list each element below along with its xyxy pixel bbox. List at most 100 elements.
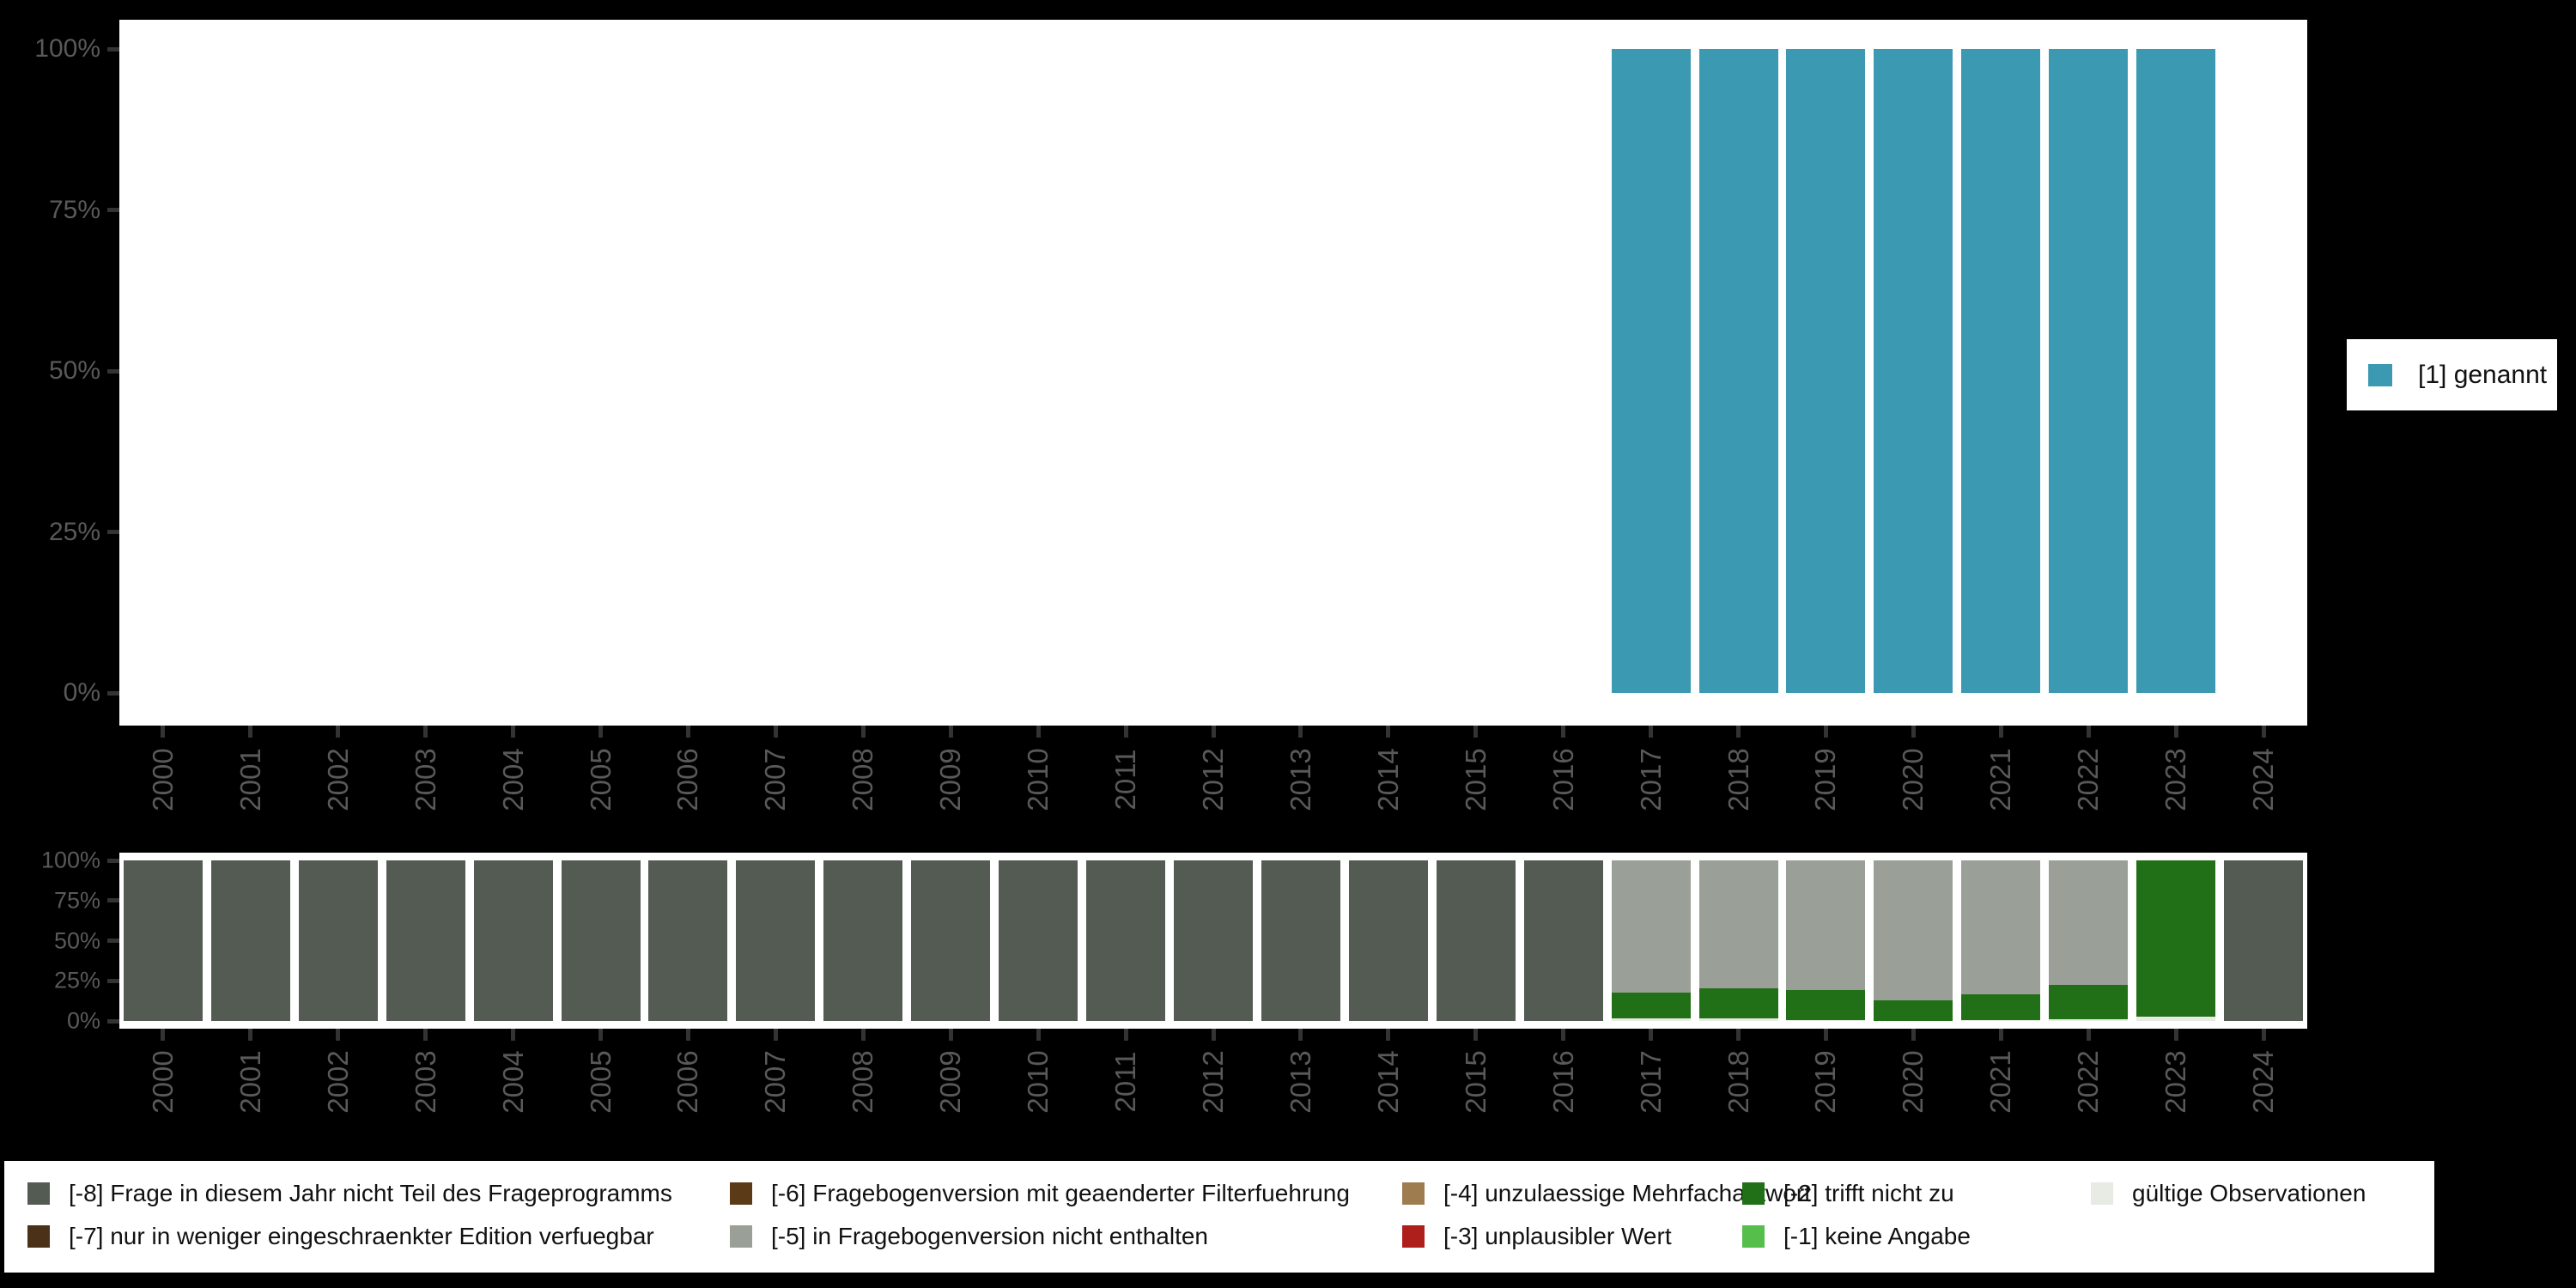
top-bar-2019 xyxy=(1786,49,1866,693)
bottom-bar-2020-m2 xyxy=(1874,999,1953,1021)
bottom-bar-2009-m8 xyxy=(911,860,991,1021)
top-chart-panel xyxy=(119,20,2307,726)
x-tick xyxy=(948,726,953,738)
top-bar-2022 xyxy=(2049,49,2129,693)
x-tick xyxy=(248,726,253,738)
y-tick xyxy=(107,898,119,903)
x-tick-label-2001: 2001 xyxy=(234,1050,266,1114)
x-tick-label-2022: 2022 xyxy=(2072,748,2105,811)
x-tick xyxy=(1298,1029,1303,1041)
bottom-bar-2019-m5 xyxy=(1786,860,1866,991)
legend-item-m1: [-1] keine Angabe xyxy=(1742,1223,1971,1249)
legend-swatch-m5 xyxy=(730,1225,752,1248)
legend-swatch-m3 xyxy=(1402,1225,1425,1248)
bottom-bar-2001-m8 xyxy=(210,860,290,1021)
y-tick-label: 50% xyxy=(53,927,100,953)
x-tick-label-2018: 2018 xyxy=(1722,748,1754,811)
x-tick xyxy=(161,726,166,738)
x-tick-label-2019: 2019 xyxy=(1809,1050,1842,1114)
y-tick-label: 100% xyxy=(34,34,100,63)
x-tick xyxy=(2261,726,2266,738)
legend-item-m3: [-3] unplausibler Wert xyxy=(1402,1223,1672,1249)
x-tick xyxy=(2261,1029,2266,1041)
x-tick-label-2017: 2017 xyxy=(1634,1050,1667,1114)
x-tick xyxy=(1561,726,1566,738)
x-tick xyxy=(2086,726,2091,738)
y-tick xyxy=(107,939,119,943)
x-tick xyxy=(1823,1029,1828,1041)
y-tick-label: 25% xyxy=(48,517,100,546)
x-tick-label-2014: 2014 xyxy=(1371,748,1404,811)
x-tick-label-2018: 2018 xyxy=(1722,1050,1754,1114)
x-tick-label-2020: 2020 xyxy=(1897,748,1929,811)
bottom-bar-2007-m8 xyxy=(736,860,816,1021)
x-tick-label-2002: 2002 xyxy=(321,1050,354,1114)
bottom-bar-2021-valid xyxy=(1961,1019,2041,1021)
y-tick-label: 75% xyxy=(48,195,100,224)
bottom-bar-2020-m5 xyxy=(1874,860,1953,1000)
x-tick xyxy=(2173,1029,2178,1041)
x-tick-label-2010: 2010 xyxy=(1022,1050,1054,1114)
x-tick-label-2005: 2005 xyxy=(584,1050,617,1114)
legend-item-m6: [-6] Fragebogenversion mit geaenderter F… xyxy=(730,1180,1350,1206)
x-tick-label-2024: 2024 xyxy=(2247,1050,2280,1114)
top-bar-2020 xyxy=(1874,49,1953,693)
x-tick xyxy=(1736,726,1741,738)
x-tick-label-2001: 2001 xyxy=(234,748,266,811)
x-tick-label-2013: 2013 xyxy=(1284,1050,1316,1114)
bottom-bar-2013-m8 xyxy=(1261,860,1340,1021)
x-tick-label-2013: 2013 xyxy=(1284,748,1316,811)
y-tick-label: 100% xyxy=(40,847,100,873)
y-tick xyxy=(107,530,119,534)
bottom-bar-2022-m2 xyxy=(2049,985,2129,1020)
legend-label-genannt: [1] genannt xyxy=(2418,360,2548,389)
bottom-bar-2018-m5 xyxy=(1698,860,1778,989)
legend-item-valid: gültige Observationen xyxy=(2091,1180,2366,1206)
x-tick xyxy=(598,726,604,738)
x-tick xyxy=(860,1029,866,1041)
legend-label-m3: [-3] unplausibler Wert xyxy=(1443,1223,1672,1249)
x-tick xyxy=(860,726,866,738)
bottom-chart-panel xyxy=(119,853,2307,1029)
x-tick-label-2007: 2007 xyxy=(759,1050,792,1114)
x-tick-label-2000: 2000 xyxy=(146,748,179,811)
x-tick-label-2015: 2015 xyxy=(1459,1050,1492,1114)
x-tick xyxy=(1123,726,1128,738)
x-tick xyxy=(1998,726,2003,738)
x-tick-label-2023: 2023 xyxy=(2160,748,2192,811)
y-tick xyxy=(107,46,119,52)
x-tick-label-2016: 2016 xyxy=(1546,748,1579,811)
x-tick-label-2012: 2012 xyxy=(1197,748,1229,811)
x-tick xyxy=(773,1029,778,1041)
bottom-bar-2023-valid xyxy=(2136,1017,2216,1021)
legend-item-m2: [-2] trifft nicht zu xyxy=(1742,1180,1954,1206)
x-tick-label-2002: 2002 xyxy=(321,748,354,811)
bottom-bar-2011-m8 xyxy=(1086,860,1166,1021)
x-tick-label-2017: 2017 xyxy=(1634,748,1667,811)
x-tick xyxy=(1473,1029,1479,1041)
x-tick xyxy=(1911,726,1916,738)
y-tick xyxy=(107,368,119,374)
bottom-bar-2017-m5 xyxy=(1611,860,1691,993)
x-tick xyxy=(1123,1029,1128,1041)
bottom-bar-2019-m2 xyxy=(1786,990,1866,1020)
x-tick-label-2007: 2007 xyxy=(759,748,792,811)
x-tick-label-2004: 2004 xyxy=(496,1050,529,1114)
x-tick xyxy=(1998,1029,2003,1041)
x-tick-label-2024: 2024 xyxy=(2247,748,2280,811)
bottom-bar-2016-m8 xyxy=(1523,860,1603,1021)
x-tick xyxy=(2173,726,2178,738)
x-tick xyxy=(2086,1029,2091,1041)
top-chart-legend: [1] genannt xyxy=(2347,339,2557,410)
y-tick-label: 0% xyxy=(63,678,100,707)
x-tick xyxy=(423,1029,428,1041)
bottom-bar-2005-m8 xyxy=(561,860,641,1021)
x-tick-label-2000: 2000 xyxy=(146,1050,179,1114)
x-tick xyxy=(1561,1029,1566,1041)
x-tick-label-2011: 2011 xyxy=(1109,749,1142,811)
y-tick xyxy=(107,1018,119,1024)
x-tick-label-2011: 2011 xyxy=(1109,1051,1142,1113)
x-tick xyxy=(1823,726,1828,738)
bottom-bar-2019-valid xyxy=(1786,1019,1866,1021)
